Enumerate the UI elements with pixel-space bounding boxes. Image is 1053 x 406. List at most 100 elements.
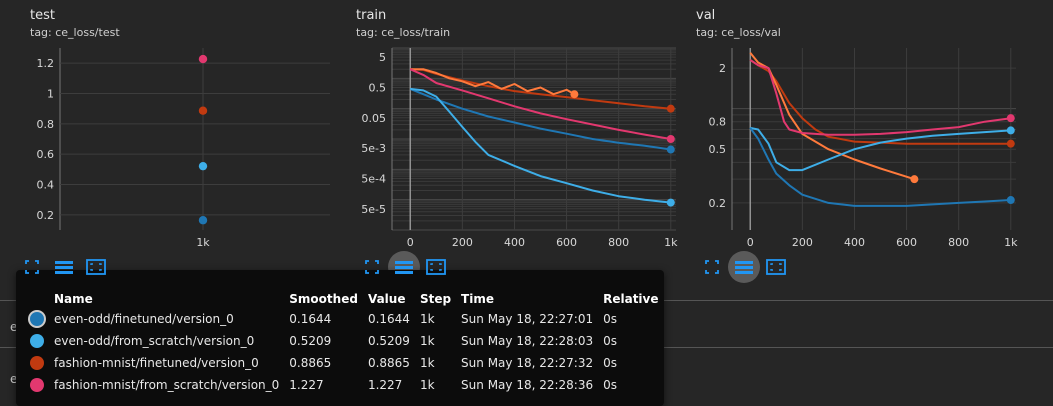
fit-domain-icon[interactable] — [86, 257, 106, 277]
run-swatch — [26, 330, 50, 352]
y-tick-label: 1 — [47, 88, 54, 101]
y-tick-label: 5e-3 — [361, 142, 386, 155]
run-relative: 0s — [603, 356, 617, 370]
data-point — [198, 161, 208, 171]
run-value: 0.1644 — [367, 312, 410, 326]
run-smoothed: 0.8865 — [289, 356, 332, 370]
run-time: Sun May 18, 22:28:03 — [461, 334, 594, 348]
run-swatch — [26, 374, 50, 396]
run-relative: 0s — [603, 312, 617, 326]
series-endpoint — [666, 135, 675, 143]
fullscreen-icon[interactable] — [22, 257, 42, 277]
series-line — [749, 127, 1011, 207]
data-point — [198, 216, 208, 225]
chart-title: train — [356, 8, 387, 23]
run-value: 0.8865 — [367, 356, 410, 370]
series-endpoint — [570, 90, 579, 99]
data-tooltip: Name Smoothed Value Step Time Relative e… — [16, 270, 664, 406]
y-tick-label: 0.4 — [37, 179, 55, 192]
toggle-log-icon[interactable] — [728, 251, 760, 283]
x-tick-label: 400 — [844, 236, 865, 249]
run-relative: 0s — [603, 334, 617, 348]
header-relative: Relative — [603, 292, 659, 306]
series-line — [409, 87, 671, 151]
y-tick-label: 0.8 — [37, 118, 55, 131]
series-endpoint — [1006, 196, 1015, 205]
table-row: even-odd/finetuned/version_0 0.1644 0.16… — [26, 308, 665, 330]
run-smoothed: 0.5209 — [289, 334, 332, 348]
series-endpoint — [666, 198, 675, 207]
run-name: fashion-mnist/from_scratch/version_0 — [54, 378, 280, 392]
x-tick-label: 1k — [196, 236, 210, 249]
run-color-dot — [30, 378, 44, 393]
run-value: 1.227 — [367, 378, 403, 392]
chart-title: val — [696, 8, 716, 23]
data-point — [198, 106, 208, 115]
chart-tag: tag: ce_loss/test — [30, 26, 120, 39]
run-step: 1k — [419, 378, 435, 392]
run-relative: 0s — [603, 378, 617, 392]
run-swatch — [26, 352, 50, 374]
run-value: 0.5209 — [367, 334, 410, 348]
x-tick-label: 800 — [948, 236, 969, 249]
table-row: fashion-mnist/finetuned/version_0 0.8865… — [26, 352, 665, 374]
y-tick-label: 0.5 — [369, 81, 387, 94]
run-name: fashion-mnist/finetuned/version_0 — [54, 356, 259, 370]
fit-domain-icon[interactable] — [426, 257, 446, 277]
table-row: even-odd/from_scratch/version_0 0.5209 0… — [26, 330, 665, 352]
chart-train-plot[interactable]: 0 200 400 600 800 1k 5e-5 5e-4 5e-3 0.05 0.5 5 — [356, 44, 686, 254]
swatch-header — [26, 290, 50, 308]
x-tick-label: 1k — [664, 236, 678, 249]
run-time: Sun May 18, 22:28:36 — [461, 378, 594, 392]
chart-val-plot[interactable]: 0 200 400 600 800 1k 0.2 0.5 0.8 2 — [696, 44, 1026, 254]
run-step: 1k — [419, 312, 435, 326]
y-tick-label: 0.05 — [362, 112, 387, 125]
x-tick-label: 200 — [792, 236, 813, 249]
chart-test-plot[interactable]: 0.2 0.4 0.6 0.8 1 1.2 1k — [30, 44, 340, 254]
x-tick-label: 0 — [747, 236, 754, 249]
run-color-dot — [30, 334, 44, 349]
series-endpoint — [1006, 139, 1015, 148]
y-tick-label: 0.5 — [709, 143, 727, 156]
series-endpoint — [1006, 114, 1015, 123]
x-tick-label: 400 — [504, 236, 525, 249]
run-color-dot — [30, 356, 44, 371]
run-color-dot — [30, 312, 44, 327]
y-tick-label: 5e-5 — [361, 203, 386, 216]
y-tick-label: 5 — [379, 51, 386, 64]
header-smoothed: Smoothed — [289, 292, 358, 306]
chart-tag: tag: ce_loss/train — [356, 26, 451, 39]
x-tick-label: 0 — [407, 236, 414, 249]
run-name: even-odd/finetuned/version_0 — [54, 312, 234, 326]
x-tick-label: 200 — [452, 236, 473, 249]
y-tick-label: 1.2 — [37, 57, 55, 70]
series-line — [749, 52, 915, 181]
x-tick-label: 600 — [556, 236, 577, 249]
header-name: Name — [54, 292, 93, 306]
fit-domain-icon[interactable] — [766, 257, 786, 277]
y-tick-label: 5e-4 — [361, 172, 386, 185]
run-time: Sun May 18, 22:27:32 — [461, 356, 594, 370]
fullscreen-icon[interactable] — [702, 257, 722, 277]
fullscreen-icon[interactable] — [362, 257, 382, 277]
y-tick-label: 0.2 — [37, 209, 55, 222]
chart-val-toolbar — [702, 251, 786, 283]
series-line — [410, 68, 575, 96]
series-line — [749, 59, 1011, 145]
tooltip-header-row: Name Smoothed Value Step Time Relative — [26, 290, 665, 308]
header-value: Value — [367, 292, 406, 306]
y-tick-label: 0.8 — [709, 116, 727, 129]
run-step: 1k — [419, 334, 435, 348]
series-line — [410, 68, 671, 110]
series-line — [750, 126, 1011, 172]
y-tick-label: 2 — [719, 62, 726, 75]
x-tick-label: 600 — [896, 236, 917, 249]
y-tick-label: 0.6 — [37, 148, 55, 161]
y-tick-label: 0.2 — [709, 197, 727, 210]
series-endpoint — [910, 175, 919, 184]
header-time: Time — [461, 292, 494, 306]
chart-test-toolbar — [22, 257, 106, 277]
run-name: even-odd/from_scratch/version_0 — [54, 334, 255, 348]
series-endpoint — [666, 145, 675, 154]
toggle-log-icon[interactable] — [54, 257, 74, 277]
